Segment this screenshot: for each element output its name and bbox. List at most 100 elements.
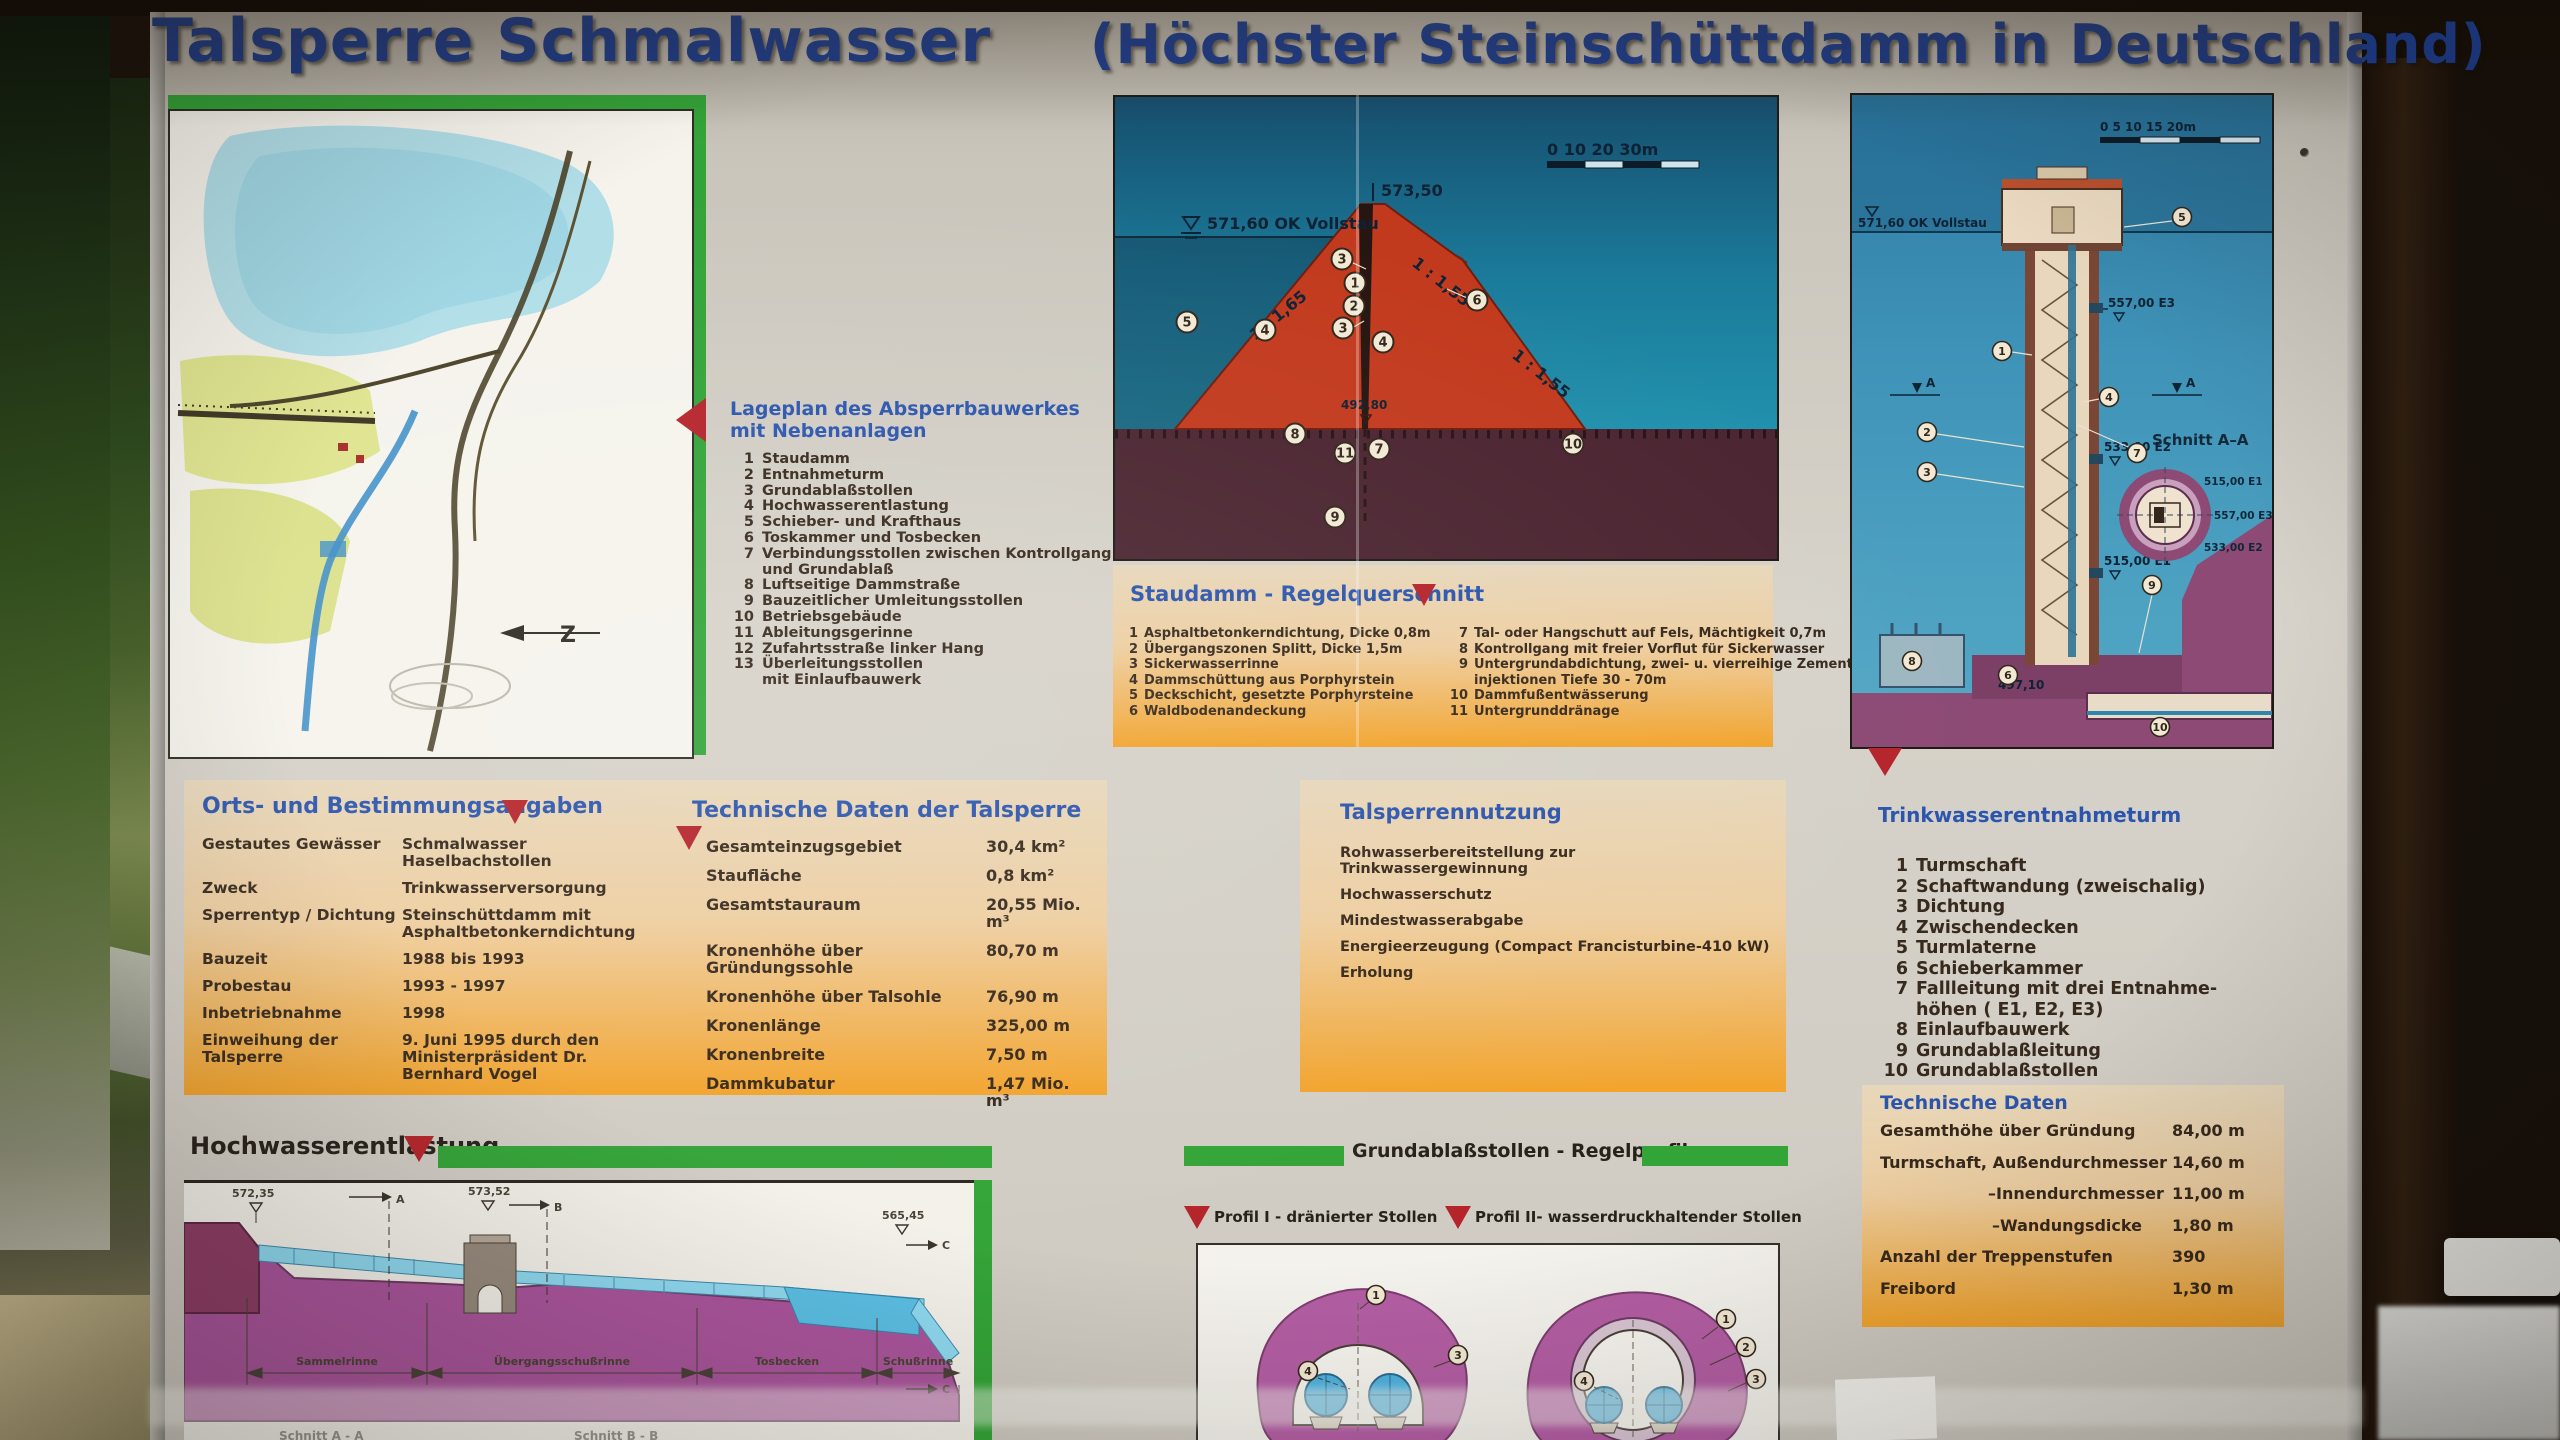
svg-text:B: B xyxy=(554,1201,562,1214)
tech-talsperre-heading: Technische Daten der Talsperre xyxy=(692,798,1082,823)
e3-label: 557,00 E3 xyxy=(2108,296,2175,310)
crest-elevation-label: 573,50 xyxy=(1381,181,1443,200)
nutzung-list: Rohwasserbereitstellung zur Trinkwasserg… xyxy=(1340,845,1770,981)
svg-text:3: 3 xyxy=(1337,253,1346,268)
list-item: 9 Grundablaßleitung xyxy=(1895,1040,2101,1061)
svg-text:3: 3 xyxy=(1752,1373,1760,1386)
callout: 4 xyxy=(2098,386,2120,408)
svg-text:10: 10 xyxy=(1564,438,1582,453)
list-item: 7 Verbindungsstollen zwischen Kontrollgan… xyxy=(743,545,1112,578)
vollstau-label: 571,60 OK Vollstau xyxy=(1858,216,1987,230)
list-item: 9 Bauzeitlicher Umleitungsstollen xyxy=(743,593,1024,610)
schnitt-a-caption: Schnitt A - A xyxy=(279,1429,364,1440)
data-row: Kronenlänge 325,00 m xyxy=(706,1016,1070,1035)
data-row: Zweck Trinkwasserversorgung xyxy=(202,879,607,897)
scale-bar xyxy=(1547,160,1700,169)
callout: 3 xyxy=(1330,247,1354,271)
green-bar-grundablass-right xyxy=(1642,1146,1788,1166)
callout: 1 xyxy=(1343,271,1367,295)
list-item: 4 Dammschüttung aus Porphyrstein xyxy=(1128,672,1395,688)
svg-text:2: 2 xyxy=(1923,426,1931,439)
data-row: Gesamteinzugsgebiet 30,4 km² xyxy=(706,837,1066,856)
callout: 2 xyxy=(1916,421,1938,443)
list-item: 6 Waldbodenandeckung xyxy=(1128,703,1307,719)
svg-text:1: 1 xyxy=(1372,1289,1380,1302)
data-row: Probestau 1993 - 1997 xyxy=(202,977,506,995)
green-bar-map-top xyxy=(168,95,706,109)
list-item: 3 Grundablaßstollen xyxy=(743,482,914,499)
callout: 7 xyxy=(1367,437,1391,461)
list-item: 4 Zwischendecken xyxy=(1895,917,2079,938)
data-row: Kronenbreite 7,50 m xyxy=(706,1045,1048,1064)
schnitt-b-caption: Schnitt B - B xyxy=(574,1429,658,1440)
list-item: 3 Sickerwasserrinne xyxy=(1128,657,1279,672)
section-marker-a-right: A xyxy=(2152,376,2202,396)
nutzung-heading: Talsperrennutzung xyxy=(1340,800,1562,824)
callout: 9 xyxy=(2141,574,2163,596)
white-railing-post xyxy=(2378,1306,2560,1440)
data-row: Bauzeit 1988 bis 1993 xyxy=(202,950,525,968)
data-row: Gesamtstauraum 20,55 Mio. m³ xyxy=(706,895,1081,931)
svg-text:5: 5 xyxy=(2178,211,2186,224)
water-level-symbol-icon xyxy=(1864,206,1880,218)
section-marker-c-top: C xyxy=(906,1239,950,1252)
list-item: 5 Schieber- und Krafthaus xyxy=(743,514,962,531)
dam-legend-heading: Staudamm - Regelquerschnitt xyxy=(1130,582,1485,606)
intake-tower-diagram: 571,60 OK Vollstau A A 557,00 E3 533,00 … xyxy=(1850,93,2274,749)
red-triangle-down-icon xyxy=(1184,1206,1210,1229)
grundablass-heading: Grundablaßstollen - Regelprofile xyxy=(1352,1140,1702,1162)
list-item: Energieerzeugung (Compact Francisturbine… xyxy=(1340,939,1770,955)
section-inset xyxy=(2117,467,2213,563)
profil1-label: Profil I - dränierter Stollen xyxy=(1214,1208,1438,1226)
tower-tech-heading: Technische Daten xyxy=(1880,1092,2068,1114)
svg-text:2: 2 xyxy=(1349,300,1358,315)
svg-text:9: 9 xyxy=(2148,579,2156,592)
callout: 5 xyxy=(1175,310,1199,334)
list-item: Rohwasserbereitstellung zur Trinkwasserg… xyxy=(1340,845,1576,877)
schnitt-title: Schnitt A–A xyxy=(2152,431,2249,449)
svg-text:3: 3 xyxy=(1338,322,1347,337)
list-item: 5 Deckschicht, gesetzte Porphyrsteine xyxy=(1128,688,1414,703)
tech-talsperre-rows: Gesamteinzugsgebiet 30,4 km² Staufläche 0,… xyxy=(706,838,1098,1109)
list-item: 10 Betriebsgebäude xyxy=(733,608,902,625)
dam-legend-box xyxy=(1113,565,1773,747)
section-marker-b: B xyxy=(509,1200,562,1303)
svg-text:9: 9 xyxy=(1330,511,1339,526)
svg-text:6: 6 xyxy=(1472,294,1481,309)
svg-text:8: 8 xyxy=(1908,655,1916,668)
board-frame-right xyxy=(2347,12,2362,1440)
callout: 1 xyxy=(1715,1308,1737,1330)
data-row: Anzahl der Treppenstufen 390 xyxy=(1880,1247,2206,1266)
tower-tech-rows: Gesamthöhe über Gründung 84,00 m Turmscha… xyxy=(1880,1122,2272,1297)
svg-text:A: A xyxy=(396,1193,405,1206)
orts-heading: Orts- und Bestimmungsangaben xyxy=(202,794,603,819)
section-label: Sammelrinne xyxy=(296,1355,378,1368)
data-row: Dammkubatur 1,47 Mio. m³ xyxy=(706,1074,1070,1110)
callout: 4 xyxy=(1371,330,1395,354)
list-item: 9 Untergrundabdichtung, zwei- u. vierreih… xyxy=(1458,657,1859,688)
tower-tech-box xyxy=(1862,1085,2284,1327)
red-triangle-left-icon xyxy=(676,398,706,442)
callout: 2 xyxy=(1735,1336,1757,1358)
list-item: 10 Dammfußentwässerung xyxy=(1449,688,1649,703)
poster-crease xyxy=(1356,95,1359,747)
callout: 4 xyxy=(1253,318,1277,342)
callout: 11 xyxy=(1333,441,1357,465)
vollstau-label: 571,60 OK Vollstau xyxy=(1207,214,1379,233)
data-row: Gesamthöhe über Gründung 84,00 m xyxy=(1880,1121,2245,1140)
svg-text:A: A xyxy=(2186,376,2196,390)
list-item: 10 Grundablaßstollen xyxy=(1883,1061,2099,1081)
svg-text:4: 4 xyxy=(1260,324,1269,339)
svg-text:4: 4 xyxy=(1580,1375,1588,1388)
section-marker-a-left: A xyxy=(1890,376,1940,396)
data-row: –Innendurchmesser 11,00 m xyxy=(1988,1184,2245,1203)
list-item: Mindestwasserabgabe xyxy=(1340,913,1524,929)
red-triangle-down-icon xyxy=(502,800,528,824)
inset-e3-label: 557,00 E3 xyxy=(2214,510,2273,522)
svg-text:C: C xyxy=(942,1239,950,1252)
svg-text:10: 10 xyxy=(2152,721,2168,734)
list-item: 7 Fallleitung mit drei Entnahme- höhen ( … xyxy=(1895,979,2218,1020)
dimension-line xyxy=(245,1298,961,1403)
